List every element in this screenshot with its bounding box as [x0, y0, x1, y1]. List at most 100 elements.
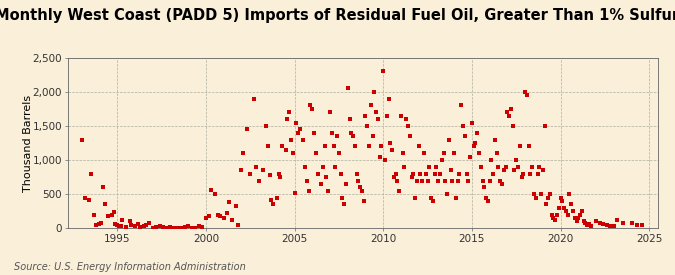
Point: [273, 172, 284, 176]
Point: [342, 86, 353, 91]
Point: [396, 114, 406, 118]
Point: [282, 117, 293, 121]
Point: [523, 144, 534, 148]
Point: [441, 192, 452, 196]
Point: [564, 192, 575, 196]
Point: [585, 224, 596, 229]
Point: [323, 189, 333, 193]
Point: [466, 120, 477, 125]
Point: [424, 165, 435, 169]
Point: [271, 195, 282, 200]
Point: [440, 178, 451, 183]
Point: [410, 195, 421, 200]
Point: [570, 216, 580, 220]
Point: [376, 144, 387, 148]
Point: [502, 110, 513, 114]
Point: [626, 221, 637, 225]
Point: [112, 223, 123, 227]
Point: [310, 151, 321, 155]
Point: [573, 216, 584, 220]
Point: [373, 117, 383, 121]
Point: [197, 225, 208, 229]
Point: [265, 173, 275, 177]
Point: [284, 110, 294, 114]
Point: [516, 175, 527, 179]
Point: [213, 212, 223, 217]
Point: [161, 226, 172, 230]
Point: [536, 192, 547, 196]
Y-axis label: Thousand Barrels: Thousand Barrels: [23, 94, 33, 192]
Point: [412, 178, 423, 183]
Point: [475, 165, 486, 169]
Point: [514, 144, 525, 148]
Point: [497, 182, 508, 186]
Point: [374, 155, 385, 159]
Point: [392, 178, 403, 183]
Point: [394, 189, 404, 193]
Point: [94, 222, 105, 226]
Point: [443, 138, 454, 142]
Point: [257, 168, 268, 172]
Point: [371, 110, 381, 114]
Point: [308, 131, 319, 135]
Point: [477, 178, 488, 183]
Point: [474, 151, 485, 155]
Point: [555, 195, 566, 200]
Point: [121, 225, 132, 229]
Point: [325, 110, 335, 114]
Point: [545, 192, 556, 196]
Point: [529, 192, 539, 196]
Point: [594, 221, 605, 225]
Point: [209, 192, 220, 196]
Point: [566, 202, 576, 207]
Point: [263, 144, 273, 148]
Point: [250, 165, 261, 169]
Point: [316, 182, 327, 186]
Point: [543, 195, 554, 200]
Point: [431, 165, 442, 169]
Point: [227, 218, 238, 222]
Point: [138, 223, 149, 228]
Point: [232, 223, 243, 227]
Point: [327, 131, 338, 135]
Point: [403, 124, 414, 128]
Point: [113, 224, 124, 229]
Point: [449, 151, 460, 155]
Point: [637, 223, 647, 227]
Point: [303, 189, 314, 193]
Point: [546, 212, 557, 217]
Point: [353, 178, 364, 183]
Point: [298, 138, 308, 142]
Point: [135, 225, 146, 229]
Point: [413, 144, 424, 148]
Point: [333, 151, 344, 155]
Point: [364, 144, 375, 148]
Point: [429, 172, 440, 176]
Point: [151, 225, 161, 229]
Point: [335, 172, 346, 176]
Point: [300, 165, 310, 169]
Point: [99, 202, 110, 207]
Point: [406, 175, 417, 179]
Point: [169, 226, 180, 230]
Point: [509, 168, 520, 172]
Point: [312, 172, 323, 176]
Point: [452, 178, 463, 183]
Point: [236, 168, 247, 172]
Point: [248, 97, 259, 101]
Point: [328, 144, 339, 148]
Point: [362, 124, 373, 128]
Point: [486, 158, 497, 162]
Point: [365, 103, 376, 108]
Point: [319, 144, 330, 148]
Point: [294, 127, 305, 131]
Point: [96, 221, 107, 225]
Point: [598, 222, 609, 226]
Point: [130, 224, 140, 229]
Point: [591, 219, 601, 224]
Point: [307, 107, 318, 111]
Point: [631, 223, 642, 227]
Point: [450, 195, 461, 200]
Point: [291, 120, 302, 125]
Point: [560, 209, 571, 213]
